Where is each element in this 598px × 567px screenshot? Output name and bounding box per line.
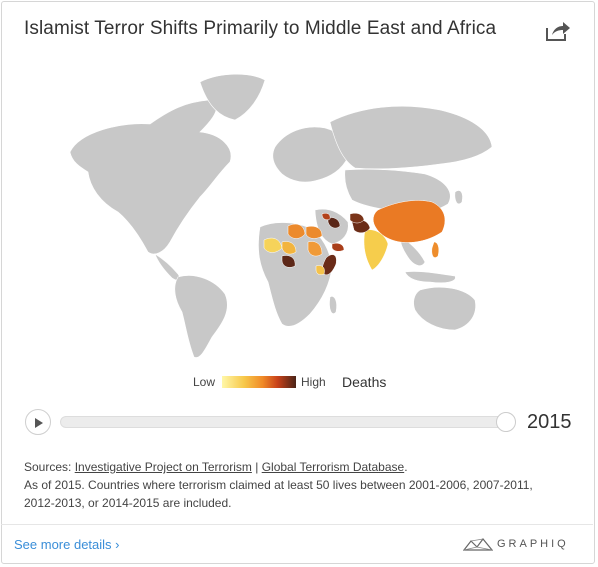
sources-prefix: Sources: [24,460,75,474]
country-india[interactable] [363,229,389,271]
graphiq-wordmark[interactable]: GRAPHIQ [497,538,569,550]
country-nigeria[interactable] [281,255,296,268]
land-north-america [69,99,232,255]
country-egypt[interactable] [305,226,323,239]
country-yemen[interactable] [331,243,345,252]
country-kenya[interactable] [315,265,325,276]
country-iraq[interactable] [327,217,341,229]
timeline-slider-thumb[interactable] [496,412,516,432]
timeline-slider-track[interactable] [60,416,510,428]
country-syria[interactable] [321,212,331,221]
country-somalia[interactable] [321,254,337,275]
legend-low-label: Low [193,375,216,389]
land-indonesia [404,271,456,284]
play-button[interactable] [25,409,51,435]
share-arrow-icon[interactable] [545,20,571,42]
graphiq-logo-icon [463,538,493,551]
source-link-gtd[interactable]: Global Terrorism Database [261,460,405,474]
play-icon [35,418,43,428]
world-map [60,62,500,362]
land-madagascar [329,296,337,314]
timeline-year: 2015 [527,411,572,433]
legend-metric-label: Deaths [342,374,387,390]
land-japan [454,190,463,205]
notes-description: As of 2015. Countries where terrorism cl… [24,478,533,510]
legend-high-label: High [301,375,326,389]
source-notes: Sources: Investigative Project on Terror… [24,458,564,512]
land-europe [272,126,349,183]
country-china[interactable] [372,200,446,243]
land-australia [413,287,476,331]
sources-suffix: . [404,460,408,474]
see-more-details-link[interactable]: See more details › [14,537,120,552]
country-niger[interactable] [281,241,297,255]
country-philippines[interactable] [431,241,440,258]
land-greenland [199,73,266,121]
land-southeast-asia [399,236,426,266]
country-afghanistan[interactable] [349,213,365,224]
land-south-america [174,275,228,358]
land-central-america [154,253,180,281]
chart-title: Islamist Terror Shifts Primarily to Midd… [24,18,497,39]
sources-separator: | [251,460,262,474]
land-russia [329,105,493,170]
footer-divider [1,524,593,525]
country-sudan[interactable] [307,241,323,257]
country-libya[interactable] [287,223,306,239]
source-link-ipt[interactable]: Investigative Project on Terrorism [74,460,252,474]
legend-color-scale [222,376,296,388]
